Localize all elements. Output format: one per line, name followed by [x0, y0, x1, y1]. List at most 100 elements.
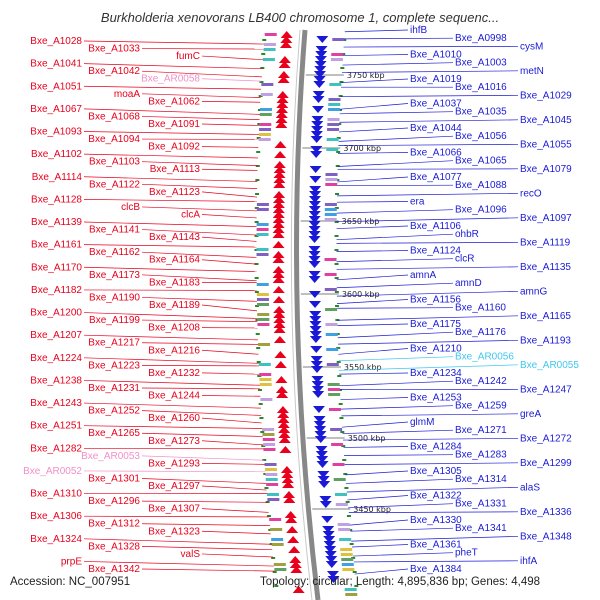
leader-line	[345, 478, 454, 484]
reverse-gene-arrow	[308, 201, 321, 208]
leader-line	[83, 176, 258, 182]
leader-line	[141, 183, 258, 189]
gene-label: Bxe_A1243	[30, 398, 82, 409]
forward-gene-arrow	[290, 566, 303, 573]
reverse-gene-arrow	[316, 461, 329, 468]
leader-line	[83, 561, 274, 567]
leader-line	[336, 217, 519, 223]
kbp-label: 3600 kbp	[342, 290, 380, 299]
gene-label: Bxe_A1384	[410, 564, 462, 575]
scale-tick	[254, 277, 259, 279]
gene-label: ohbR	[455, 229, 479, 240]
reverse-gene-arrow	[318, 481, 331, 488]
reverse-gene-arrow	[322, 531, 335, 538]
gene-label: Bxe_A1199	[89, 315, 140, 326]
kbp-label: 3700 kbp	[343, 144, 381, 153]
feature-block	[256, 298, 269, 301]
leader-line	[141, 229, 257, 236]
feature-block	[328, 103, 341, 106]
leader-line	[339, 119, 519, 123]
reverse-gene-arrow	[315, 51, 328, 58]
reverse-gene-arrow	[314, 436, 327, 443]
feature-block	[264, 468, 277, 471]
scale-tick	[260, 67, 265, 69]
gene-label: glmM	[410, 417, 434, 428]
leader-line	[344, 37, 454, 40]
gene-label: Bxe_A1189	[149, 300, 200, 311]
forward-gene-arrow	[276, 391, 289, 398]
gene-label: Bxe_A1284	[410, 442, 462, 453]
forward-gene-arrow	[279, 446, 292, 453]
label-leader-lines	[83, 29, 519, 575]
reverse-gene-arrow	[317, 471, 330, 478]
forward-gene-arrow	[273, 306, 286, 313]
scale-tick	[336, 137, 341, 139]
accession-label: Accession: NC_007951	[10, 576, 130, 588]
forward-gene-arrow	[272, 221, 285, 228]
gene-label: Bxe_A1260	[148, 413, 200, 424]
feature-block	[327, 123, 340, 126]
forward-gene-arrow	[283, 496, 296, 503]
forward-gene-arrow	[273, 311, 286, 318]
gene-label: Bxe_A1033	[88, 44, 140, 55]
reverse-gene-arrow	[310, 366, 323, 373]
gene-label: ihfA	[520, 556, 538, 567]
reverse-gene-arrow	[311, 116, 324, 123]
leader-line	[201, 123, 260, 126]
gene-label: Bxe_A1190	[89, 292, 140, 303]
gene-label: Bxe_A1273	[148, 436, 200, 447]
scale-tick	[256, 347, 261, 349]
leader-line	[83, 425, 263, 429]
gene-label: Bxe_A1029	[520, 90, 572, 101]
kbp-label: 3450 kbp	[353, 505, 391, 514]
reverse-gene-arrow	[323, 536, 336, 543]
gene-label: Bxe_A1265	[88, 428, 140, 439]
forward-gene-arrow	[276, 96, 289, 103]
gene-label: era	[410, 197, 425, 208]
forward-gene-arrow	[284, 511, 297, 518]
feature-block	[342, 568, 355, 571]
scale-tick	[335, 165, 340, 167]
scale-tick	[346, 515, 351, 517]
forward-gene-arrow	[272, 216, 285, 223]
chromosome-backbone	[290, 29, 321, 600]
forward-gene-arrow	[277, 76, 290, 83]
gene-label: Bxe_A1242	[455, 376, 507, 387]
leader-line	[336, 299, 409, 305]
kbp-label: 3500 kbp	[348, 434, 386, 443]
forward-gene-arrow	[273, 326, 286, 333]
leader-line	[83, 312, 258, 319]
feature-block	[340, 548, 353, 551]
gene-label: Bxe_A1272	[520, 433, 572, 444]
leader-line	[338, 127, 409, 133]
leader-line	[201, 304, 258, 312]
leader-line	[337, 192, 519, 197]
leader-line	[337, 176, 409, 183]
leader-line	[83, 380, 260, 386]
reverse-gene-arrow	[313, 76, 326, 83]
gene-label: Bxe_A1231	[88, 383, 140, 394]
gene-label: Bxe_A1119	[520, 237, 571, 248]
gene-label: Bxe_A1037	[410, 99, 462, 110]
reverse-gene-arrow	[308, 211, 321, 218]
gene-label: Bxe_A1282	[30, 443, 82, 454]
forward-gene-arrow	[280, 31, 293, 38]
gene-label: Bxe_A1041	[30, 59, 82, 70]
feature-block	[328, 98, 341, 101]
gene-label: Bxe_A1035	[455, 107, 507, 118]
forward-gene-arrow	[273, 171, 286, 178]
gene-label: Bxe_A1045	[520, 115, 572, 126]
leader-line	[201, 55, 263, 61]
scale-tick	[344, 487, 349, 489]
leader-line	[342, 429, 454, 434]
gene-label: Bxe_A1193	[520, 335, 571, 346]
forward-gene-arrow	[277, 411, 290, 418]
reverse-gene-arrow	[313, 71, 326, 78]
leader-line	[352, 552, 454, 557]
gene-label: Bxe_A1079	[520, 164, 572, 175]
gene-label: Bxe_A1066	[410, 148, 462, 159]
leader-line	[342, 62, 454, 66]
reverse-gene-arrow	[309, 191, 322, 198]
gene-label: greA	[520, 409, 541, 420]
